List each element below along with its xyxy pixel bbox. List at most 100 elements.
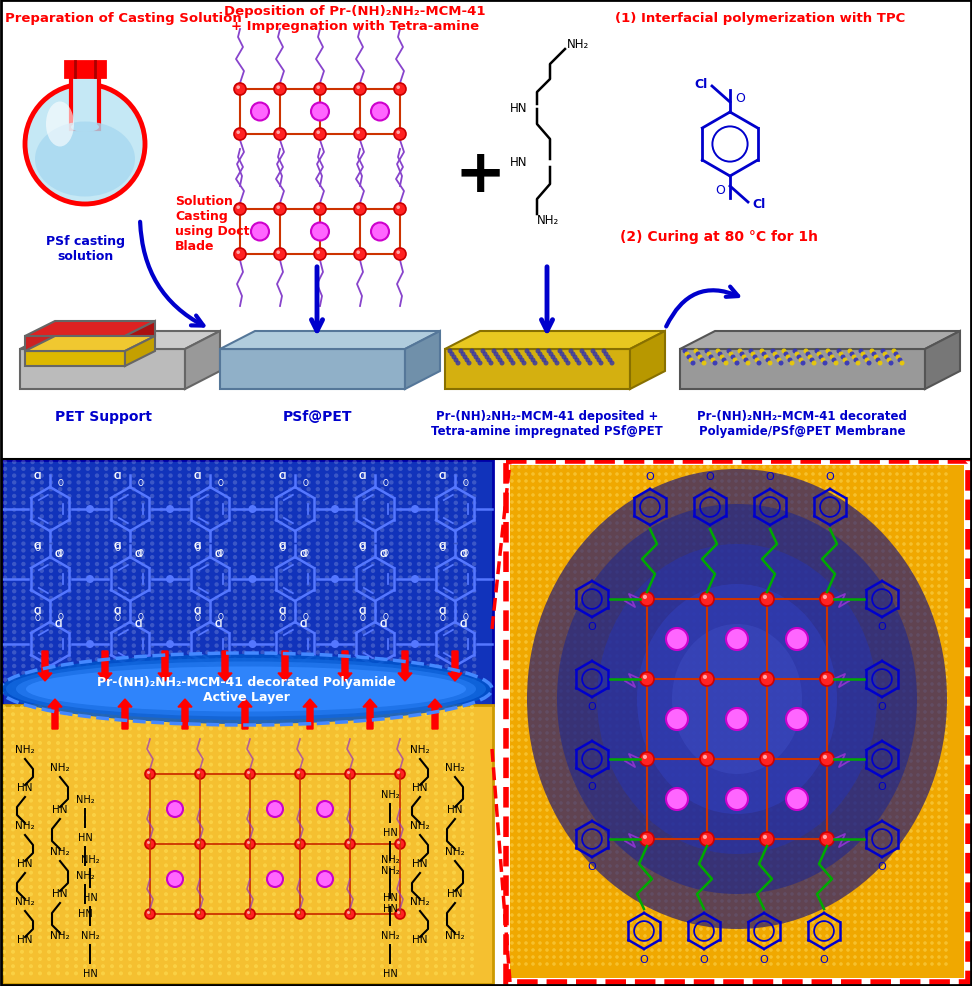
Circle shape: [299, 864, 303, 868]
Text: NH₂: NH₂: [537, 213, 559, 226]
Circle shape: [224, 691, 228, 696]
Circle shape: [748, 815, 751, 819]
Circle shape: [344, 971, 348, 975]
Circle shape: [77, 494, 81, 499]
Circle shape: [407, 630, 412, 635]
Circle shape: [83, 792, 87, 796]
Text: PSf casting
solution: PSf casting solution: [46, 235, 124, 262]
Circle shape: [137, 741, 141, 745]
Circle shape: [122, 501, 126, 506]
Circle shape: [804, 865, 808, 868]
Circle shape: [524, 501, 528, 504]
Circle shape: [860, 655, 864, 658]
Circle shape: [119, 950, 123, 953]
Circle shape: [65, 943, 69, 947]
Circle shape: [781, 349, 786, 354]
Circle shape: [335, 827, 339, 831]
Circle shape: [769, 703, 773, 707]
Circle shape: [812, 605, 815, 609]
Circle shape: [650, 675, 654, 679]
Circle shape: [678, 641, 681, 644]
Circle shape: [895, 732, 899, 735]
Circle shape: [832, 892, 836, 896]
Circle shape: [398, 741, 402, 745]
Circle shape: [538, 564, 541, 567]
Circle shape: [818, 935, 821, 938]
Circle shape: [524, 822, 528, 826]
Circle shape: [67, 535, 72, 539]
Circle shape: [902, 557, 906, 560]
Circle shape: [825, 962, 829, 966]
Circle shape: [727, 725, 731, 728]
Circle shape: [20, 950, 24, 953]
Circle shape: [867, 829, 871, 833]
Circle shape: [664, 711, 668, 714]
Circle shape: [742, 355, 746, 360]
Circle shape: [622, 822, 626, 826]
Circle shape: [434, 713, 438, 717]
Text: HN: HN: [83, 892, 97, 902]
Circle shape: [532, 822, 535, 826]
Circle shape: [777, 522, 780, 526]
Circle shape: [818, 718, 821, 721]
Circle shape: [168, 515, 173, 519]
Circle shape: [615, 795, 619, 798]
Circle shape: [685, 906, 689, 910]
Circle shape: [260, 623, 264, 628]
Circle shape: [370, 481, 375, 485]
Circle shape: [937, 612, 941, 616]
Circle shape: [56, 943, 60, 947]
Circle shape: [141, 691, 145, 696]
Circle shape: [664, 508, 668, 512]
Circle shape: [92, 964, 96, 968]
Circle shape: [832, 585, 836, 589]
Circle shape: [769, 732, 773, 735]
Circle shape: [882, 935, 885, 938]
Circle shape: [769, 648, 773, 651]
Circle shape: [407, 741, 411, 745]
Circle shape: [233, 481, 237, 485]
Circle shape: [818, 564, 821, 567]
Circle shape: [538, 927, 541, 931]
Circle shape: [131, 555, 136, 560]
Circle shape: [434, 770, 438, 774]
Circle shape: [20, 907, 24, 911]
Circle shape: [847, 501, 850, 504]
Circle shape: [734, 795, 738, 798]
Circle shape: [86, 609, 90, 614]
Circle shape: [389, 467, 394, 471]
Circle shape: [602, 739, 605, 742]
Circle shape: [657, 822, 661, 826]
Circle shape: [538, 858, 541, 861]
Circle shape: [573, 725, 576, 728]
Circle shape: [944, 605, 948, 609]
Circle shape: [517, 662, 521, 666]
Circle shape: [804, 522, 808, 526]
Circle shape: [343, 501, 348, 506]
Circle shape: [937, 535, 941, 539]
Circle shape: [748, 472, 751, 476]
Circle shape: [469, 349, 474, 354]
Circle shape: [362, 899, 366, 903]
Circle shape: [699, 949, 703, 951]
Circle shape: [874, 788, 878, 791]
Circle shape: [370, 548, 375, 553]
Circle shape: [944, 822, 948, 826]
Circle shape: [723, 361, 728, 366]
Circle shape: [532, 815, 535, 819]
Circle shape: [173, 705, 177, 709]
Circle shape: [532, 766, 535, 770]
Circle shape: [95, 609, 99, 614]
Circle shape: [389, 734, 393, 739]
Circle shape: [276, 251, 280, 254]
Circle shape: [370, 630, 375, 635]
Circle shape: [888, 780, 891, 784]
Circle shape: [664, 585, 668, 589]
Circle shape: [685, 675, 689, 679]
Circle shape: [685, 494, 689, 497]
Circle shape: [580, 662, 584, 666]
Circle shape: [326, 856, 330, 861]
Circle shape: [923, 788, 926, 791]
Circle shape: [657, 522, 661, 526]
Circle shape: [335, 820, 339, 824]
